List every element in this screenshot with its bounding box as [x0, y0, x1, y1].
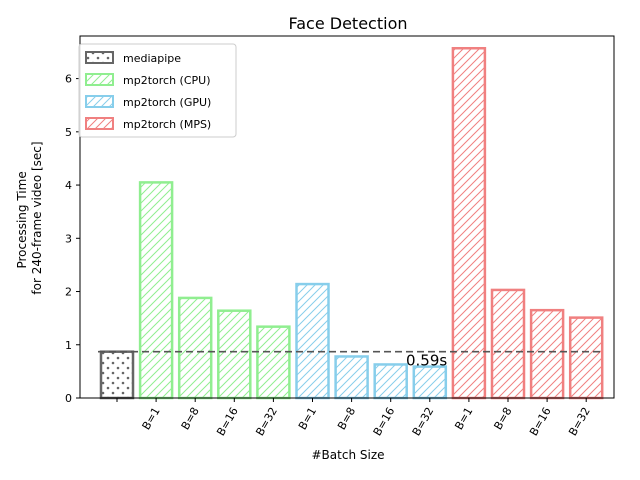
bar-mediapipe-0 — [99, 350, 135, 400]
y-tick-label: 0 — [65, 392, 72, 405]
y-axis: 0 1 2 3 4 5 6 — [65, 73, 80, 405]
reference-line-label: 0.59s — [406, 352, 447, 370]
bars-layer — [99, 46, 604, 400]
x-tick-label: B=32 — [253, 405, 280, 438]
bar-mp2torch-mps--10 — [490, 288, 526, 400]
legend-swatch — [85, 73, 114, 86]
legend-label: mp2torch (MPS) — [123, 118, 211, 131]
bar-mp2torch-gpu--7 — [373, 363, 408, 400]
legend-label: mediapipe — [123, 52, 181, 65]
legend-label: mp2torch (GPU) — [123, 96, 211, 109]
x-tick-label: B=8 — [491, 405, 514, 432]
legend-label: mp2torch (CPU) — [123, 74, 210, 87]
bar-mp2torch-cpu--4 — [256, 325, 291, 400]
bar-mp2torch-gpu--5 — [295, 282, 330, 400]
chart-title: Face Detection — [289, 14, 408, 33]
bar-mp2torch-gpu--8 — [412, 365, 448, 400]
plot-frame — [79, 35, 615, 399]
x-tick-label: B=8 — [179, 405, 202, 432]
x-tick-label: B=32 — [410, 405, 437, 438]
legend-box — [78, 43, 237, 138]
y-tick-label: 3 — [65, 232, 72, 245]
bar-mp2torch-cpu--3 — [217, 309, 252, 400]
x-tick-label: B=1 — [140, 405, 163, 432]
y-axis-title-line-1: Processing Time — [15, 171, 29, 268]
legend-swatch — [85, 51, 114, 64]
bar-mp2torch-mps--11 — [529, 308, 565, 400]
legend: mediapipe mp2torch (CPU) mp2torch (GPU) mp2… — [78, 43, 237, 138]
y-tick-label: 5 — [65, 126, 72, 139]
bar-mp2torch-cpu--1 — [138, 181, 174, 400]
x-tick-label: B=16 — [214, 405, 241, 438]
x-tick-label: B=1 — [452, 405, 475, 432]
y-axis-title-line-2: for 240-frame video [sec] — [30, 141, 44, 294]
y-tick-label: 2 — [65, 286, 72, 299]
x-axis-title: #Batch Size — [312, 448, 385, 462]
x-axis: B=1 B=8 B=16 B=32 B=1 B=8 B=16 B=32 B=1 B=8 B=16 B=… — [116, 398, 593, 438]
x-tick-label: B=16 — [371, 405, 398, 438]
legend-swatch — [85, 117, 114, 130]
x-tick-label: B=1 — [296, 405, 319, 432]
y-axis-title: Processing Time for 240-frame video [sec… — [15, 141, 44, 294]
x-tick-label: B=8 — [335, 405, 358, 432]
x-tick-label: B=32 — [566, 405, 593, 438]
bar-mp2torch-gpu--6 — [334, 355, 369, 400]
y-tick-label: 6 — [65, 73, 72, 86]
bar-mp2torch-mps--12 — [568, 316, 604, 400]
y-tick-label: 1 — [65, 339, 72, 352]
reference-line-layer: 0.59s — [98, 350, 600, 370]
x-tick-label: B=16 — [527, 405, 554, 438]
legend-swatch — [85, 95, 114, 108]
bar-mp2torch-cpu--2 — [177, 296, 213, 400]
y-tick-label: 4 — [65, 179, 72, 192]
bar-mp2torch-mps--9 — [451, 46, 487, 400]
